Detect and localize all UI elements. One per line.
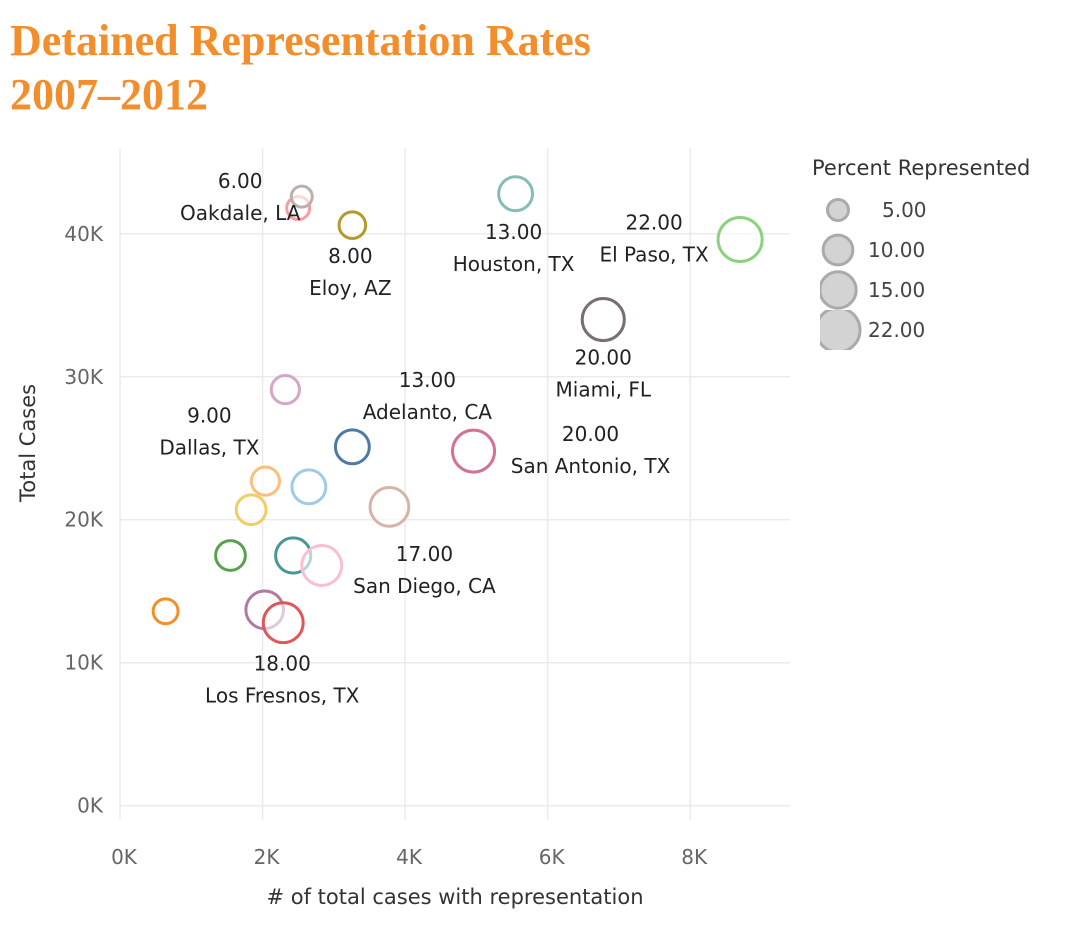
point-value-label: 13.00 bbox=[399, 368, 456, 392]
chart-title-line-2: 2007–2012 bbox=[10, 70, 208, 119]
chart-title: Detained Representation Rates 2007–2012 bbox=[10, 14, 591, 122]
point-name-label: Oakdale, LA bbox=[180, 201, 301, 225]
data-point bbox=[234, 493, 268, 527]
data-point bbox=[214, 539, 247, 572]
point-value-label: 22.00 bbox=[625, 211, 682, 235]
y-tick-label: 30K bbox=[64, 365, 103, 389]
data-point bbox=[368, 485, 411, 528]
point-name-label: Dallas, TX bbox=[159, 436, 259, 460]
legend-circle bbox=[820, 310, 862, 350]
x-tick-label: 2K bbox=[254, 845, 281, 869]
point-name-label: Houston, TX bbox=[453, 252, 575, 276]
point-name-label: Eloy, AZ bbox=[309, 276, 391, 300]
legend-circle bbox=[820, 270, 858, 310]
data-point bbox=[716, 215, 764, 264]
point-value-label: 9.00 bbox=[187, 404, 232, 428]
point-value-label: 20.00 bbox=[575, 346, 632, 370]
data-point bbox=[451, 428, 497, 474]
x-axis-label: # of total cases with representation bbox=[266, 885, 644, 909]
point-value-label: 8.00 bbox=[328, 244, 373, 268]
point-value-label: 17.00 bbox=[396, 542, 453, 566]
chart-title-line-1: Detained Representation Rates bbox=[10, 16, 591, 65]
legend-label: 10.00 bbox=[868, 238, 926, 262]
legend-size-circle bbox=[820, 310, 862, 350]
legend-label: 15.00 bbox=[868, 278, 926, 302]
y-tick-label: 20K bbox=[64, 508, 103, 532]
data-point bbox=[269, 374, 301, 406]
x-tick-label: 6K bbox=[539, 845, 566, 869]
data-point bbox=[580, 297, 626, 343]
legend-label: 22.00 bbox=[868, 318, 926, 342]
data-point bbox=[249, 465, 282, 497]
legend-items: 5.00 10.00 15.00 22.00 bbox=[812, 190, 1030, 350]
size-legend: Percent Represented 5.00 10.00 15.00 22.00 bbox=[812, 156, 1030, 350]
legend-item: 22.00 bbox=[812, 310, 1030, 350]
y-tick-label: 0K bbox=[77, 794, 104, 818]
data-point bbox=[290, 468, 328, 506]
data-point bbox=[337, 210, 368, 241]
legend-size-circle bbox=[820, 270, 858, 310]
y-tick-label: 10K bbox=[64, 651, 103, 675]
point-value-label: 13.00 bbox=[485, 220, 542, 244]
data-point bbox=[300, 544, 344, 587]
data-point bbox=[497, 175, 535, 213]
x-tick-label: 0K bbox=[111, 845, 138, 869]
point-value-label: 20.00 bbox=[562, 422, 619, 446]
point-name-label: El Paso, TX bbox=[599, 243, 709, 267]
legend-circle bbox=[821, 233, 855, 267]
data-point bbox=[289, 184, 314, 209]
point-name-label: Miami, FL bbox=[556, 378, 652, 402]
y-tick-label: 40K bbox=[64, 222, 103, 246]
y-axis-label: Total Cases bbox=[16, 383, 40, 502]
data-point bbox=[151, 597, 180, 626]
legend-label: 5.00 bbox=[882, 198, 927, 222]
x-tick-label: 4K bbox=[396, 845, 423, 869]
point-name-label: Adelanto, CA bbox=[363, 400, 493, 424]
legend-circle bbox=[825, 197, 851, 223]
data-point bbox=[261, 601, 305, 645]
x-tick-label: 8K bbox=[681, 845, 708, 869]
point-value-label: 18.00 bbox=[254, 652, 311, 676]
legend-item: 10.00 bbox=[812, 230, 1030, 270]
point-name-label: San Diego, CA bbox=[353, 574, 496, 598]
legend-size-circle bbox=[821, 233, 855, 267]
legend-item: 5.00 bbox=[812, 190, 1030, 230]
legend-item: 15.00 bbox=[812, 270, 1030, 310]
legend-size-circle bbox=[825, 197, 851, 223]
data-point bbox=[333, 428, 371, 466]
legend-title: Percent Represented bbox=[812, 156, 1031, 180]
point-name-label: Los Fresnos, TX bbox=[205, 684, 360, 708]
point-value-label: 6.00 bbox=[218, 169, 263, 193]
point-name-label: San Antonio, TX bbox=[511, 454, 671, 478]
